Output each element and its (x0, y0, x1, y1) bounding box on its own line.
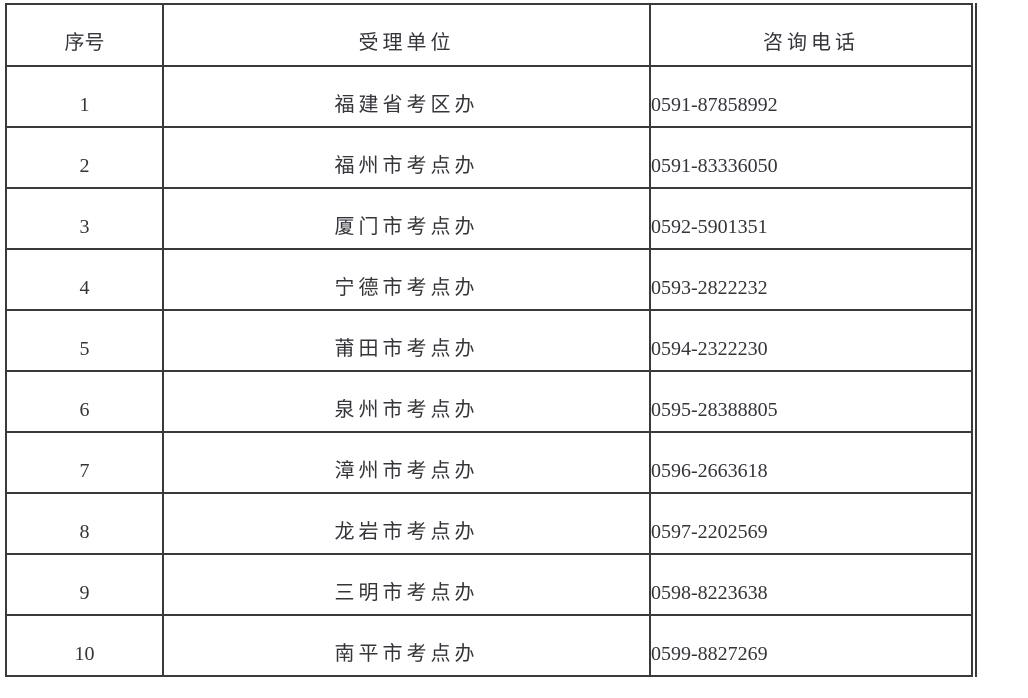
phone-cell: 0593-2822232 (649, 248, 973, 311)
table-row: 6 泉州市考点办 0595-28388805 (5, 370, 973, 433)
table-body: 1 福建省考区办 0591-87858992 2 福州市考点办 0591-83336050… (5, 65, 973, 677)
table-row: 2 福州市考点办 0591-83336050 (5, 126, 973, 189)
contact-table-wrap: 序号 受理单位 咨询电话 1 福建省考区办 0591-87858992 2 福州市考点办… (5, 3, 977, 677)
table-row: 7 漳州市考点办 0596-2663618 (5, 431, 973, 494)
unit-cell: 南平市考点办 (162, 614, 651, 677)
phone-cell: 0592-5901351 (649, 187, 973, 250)
phone-cell: 0599-8827269 (649, 614, 973, 677)
phone-cell: 0596-2663618 (649, 431, 973, 494)
row-index-cell: 4 (5, 248, 164, 311)
row-index-cell: 8 (5, 492, 164, 555)
contact-table: 序号 受理单位 咨询电话 1 福建省考区办 0591-87858992 2 福州市考点办… (5, 3, 973, 677)
unit-cell: 厦门市考点办 (162, 187, 651, 250)
table-row: 3 厦门市考点办 0592-5901351 (5, 187, 973, 250)
unit-cell: 龙岩市考点办 (162, 492, 651, 555)
row-index-cell: 7 (5, 431, 164, 494)
table-row: 8 龙岩市考点办 0597-2202569 (5, 492, 973, 555)
row-index-cell: 1 (5, 65, 164, 128)
unit-cell: 福建省考区办 (162, 65, 651, 128)
row-index-cell: 9 (5, 553, 164, 616)
phone-cell: 0597-2202569 (649, 492, 973, 555)
table-header-row: 序号 受理单位 咨询电话 (5, 3, 973, 67)
row-index-cell: 2 (5, 126, 164, 189)
row-index-cell: 6 (5, 370, 164, 433)
phone-cell: 0594-2322230 (649, 309, 973, 372)
column-header-index: 序号 (5, 3, 164, 67)
unit-cell: 泉州市考点办 (162, 370, 651, 433)
row-index-cell: 3 (5, 187, 164, 250)
unit-cell: 三明市考点办 (162, 553, 651, 616)
unit-cell: 漳州市考点办 (162, 431, 651, 494)
column-header-phone: 咨询电话 (649, 3, 973, 67)
unit-cell: 福州市考点办 (162, 126, 651, 189)
phone-cell: 0591-87858992 (649, 65, 973, 128)
phone-cell: 0595-28388805 (649, 370, 973, 433)
unit-cell: 宁德市考点办 (162, 248, 651, 311)
phone-cell: 0598-8223638 (649, 553, 973, 616)
row-index-cell: 10 (5, 614, 164, 677)
row-index-cell: 5 (5, 309, 164, 372)
table-row: 5 莆田市考点办 0594-2322230 (5, 309, 973, 372)
phone-cell: 0591-83336050 (649, 126, 973, 189)
table-row: 1 福建省考区办 0591-87858992 (5, 65, 973, 128)
column-header-unit: 受理单位 (162, 3, 651, 67)
table-row: 10 南平市考点办 0599-8827269 (5, 614, 973, 677)
table-row: 4 宁德市考点办 0593-2822232 (5, 248, 973, 311)
unit-cell: 莆田市考点办 (162, 309, 651, 372)
table-row: 9 三明市考点办 0598-8223638 (5, 553, 973, 616)
